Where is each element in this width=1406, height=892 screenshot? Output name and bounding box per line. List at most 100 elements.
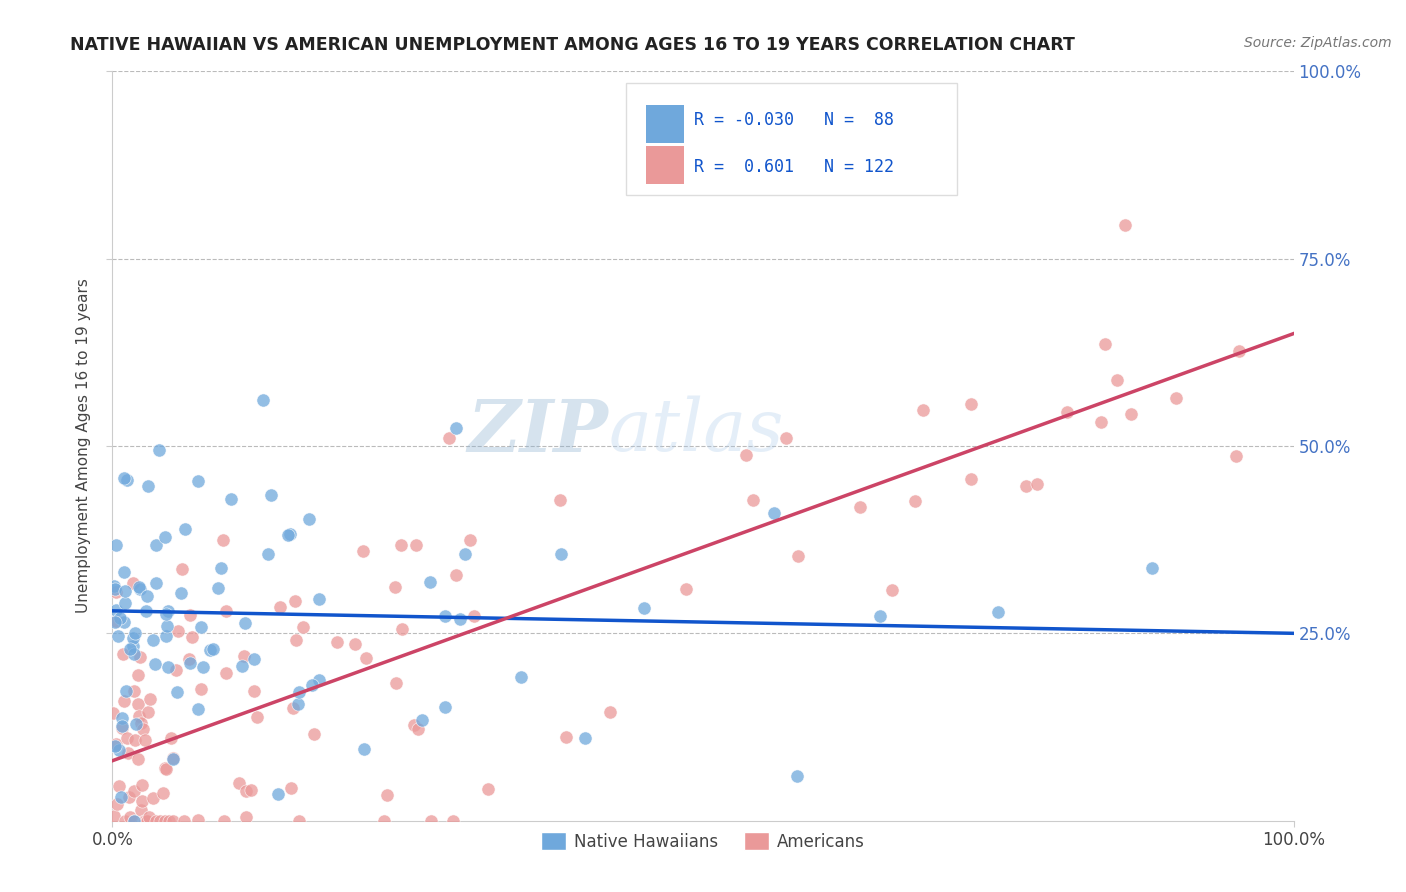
Point — [246, 710, 269, 724]
Point — [103, 579, 125, 593]
Point — [117, 746, 139, 760]
Point — [120, 642, 142, 657]
Point — [385, 676, 408, 690]
Point — [111, 721, 134, 735]
Point — [124, 814, 146, 828]
Point — [135, 589, 157, 603]
Point — [373, 814, 395, 828]
Point — [157, 814, 180, 828]
Point — [110, 790, 132, 805]
Point — [127, 668, 149, 682]
Point — [599, 705, 621, 719]
Point — [125, 716, 148, 731]
Point — [122, 576, 145, 591]
Point — [105, 602, 128, 616]
Point — [308, 673, 330, 688]
Point — [960, 397, 983, 411]
Point — [278, 527, 301, 541]
Point — [198, 642, 221, 657]
Point — [555, 730, 578, 744]
Point — [155, 530, 177, 544]
Point — [112, 694, 135, 708]
Point — [444, 567, 467, 582]
Point — [190, 620, 212, 634]
Point — [404, 717, 426, 731]
Point — [134, 733, 156, 747]
Point — [869, 609, 891, 624]
Legend: Native Hawaiians, Americans: Native Hawaiians, Americans — [534, 826, 872, 857]
Bar — [647, 105, 685, 143]
Point — [104, 582, 127, 596]
Point — [291, 620, 314, 634]
Point — [849, 500, 872, 514]
Point — [129, 804, 152, 818]
Point — [167, 624, 190, 638]
Point — [165, 663, 187, 677]
Bar — [647, 146, 685, 184]
Point — [156, 619, 179, 633]
Point — [107, 743, 129, 757]
Point — [550, 492, 572, 507]
Point — [215, 666, 238, 681]
Point — [111, 711, 134, 725]
Point — [162, 814, 184, 828]
Point — [344, 636, 367, 650]
Point — [252, 392, 274, 407]
Point — [114, 471, 136, 485]
Point — [132, 722, 155, 736]
Point — [149, 814, 172, 828]
Point — [138, 479, 160, 493]
Point — [633, 601, 655, 615]
Point — [124, 683, 146, 698]
Point — [1140, 561, 1163, 575]
Point — [160, 731, 183, 746]
Point — [787, 549, 810, 563]
Point — [122, 784, 145, 798]
Point — [235, 616, 257, 631]
Point — [142, 633, 165, 648]
Point — [240, 783, 263, 797]
Y-axis label: Unemployment Among Ages 16 to 19 years: Unemployment Among Ages 16 to 19 years — [76, 278, 91, 614]
Point — [114, 596, 136, 610]
Point — [391, 623, 413, 637]
Point — [174, 523, 197, 537]
Point — [762, 507, 785, 521]
Point — [104, 614, 127, 628]
Point — [120, 810, 142, 824]
Point — [179, 608, 201, 623]
Point — [166, 684, 188, 698]
Point — [375, 788, 398, 802]
Point — [267, 787, 290, 801]
Point — [156, 660, 179, 674]
Point — [284, 594, 307, 608]
Point — [1056, 404, 1078, 418]
Point — [212, 533, 235, 547]
Point — [111, 719, 134, 733]
Point — [1015, 479, 1038, 493]
Point — [775, 431, 797, 445]
Point — [277, 527, 299, 541]
Point — [384, 580, 406, 594]
Point — [1164, 391, 1187, 405]
Point — [103, 809, 125, 823]
Text: ZIP: ZIP — [468, 395, 609, 467]
Point — [124, 732, 146, 747]
Point — [675, 582, 697, 596]
Point — [112, 615, 135, 629]
Point — [179, 656, 201, 670]
Point — [298, 512, 321, 526]
Point — [734, 448, 756, 462]
Point — [454, 547, 477, 561]
Point — [129, 715, 152, 730]
Point — [112, 647, 135, 661]
Point — [143, 657, 166, 672]
Point — [136, 814, 159, 828]
Point — [419, 574, 441, 589]
Point — [326, 635, 349, 649]
Point — [287, 814, 309, 828]
Point — [433, 700, 456, 714]
Point — [308, 592, 330, 607]
Point — [122, 632, 145, 646]
Point — [463, 608, 485, 623]
Point — [1227, 344, 1250, 359]
